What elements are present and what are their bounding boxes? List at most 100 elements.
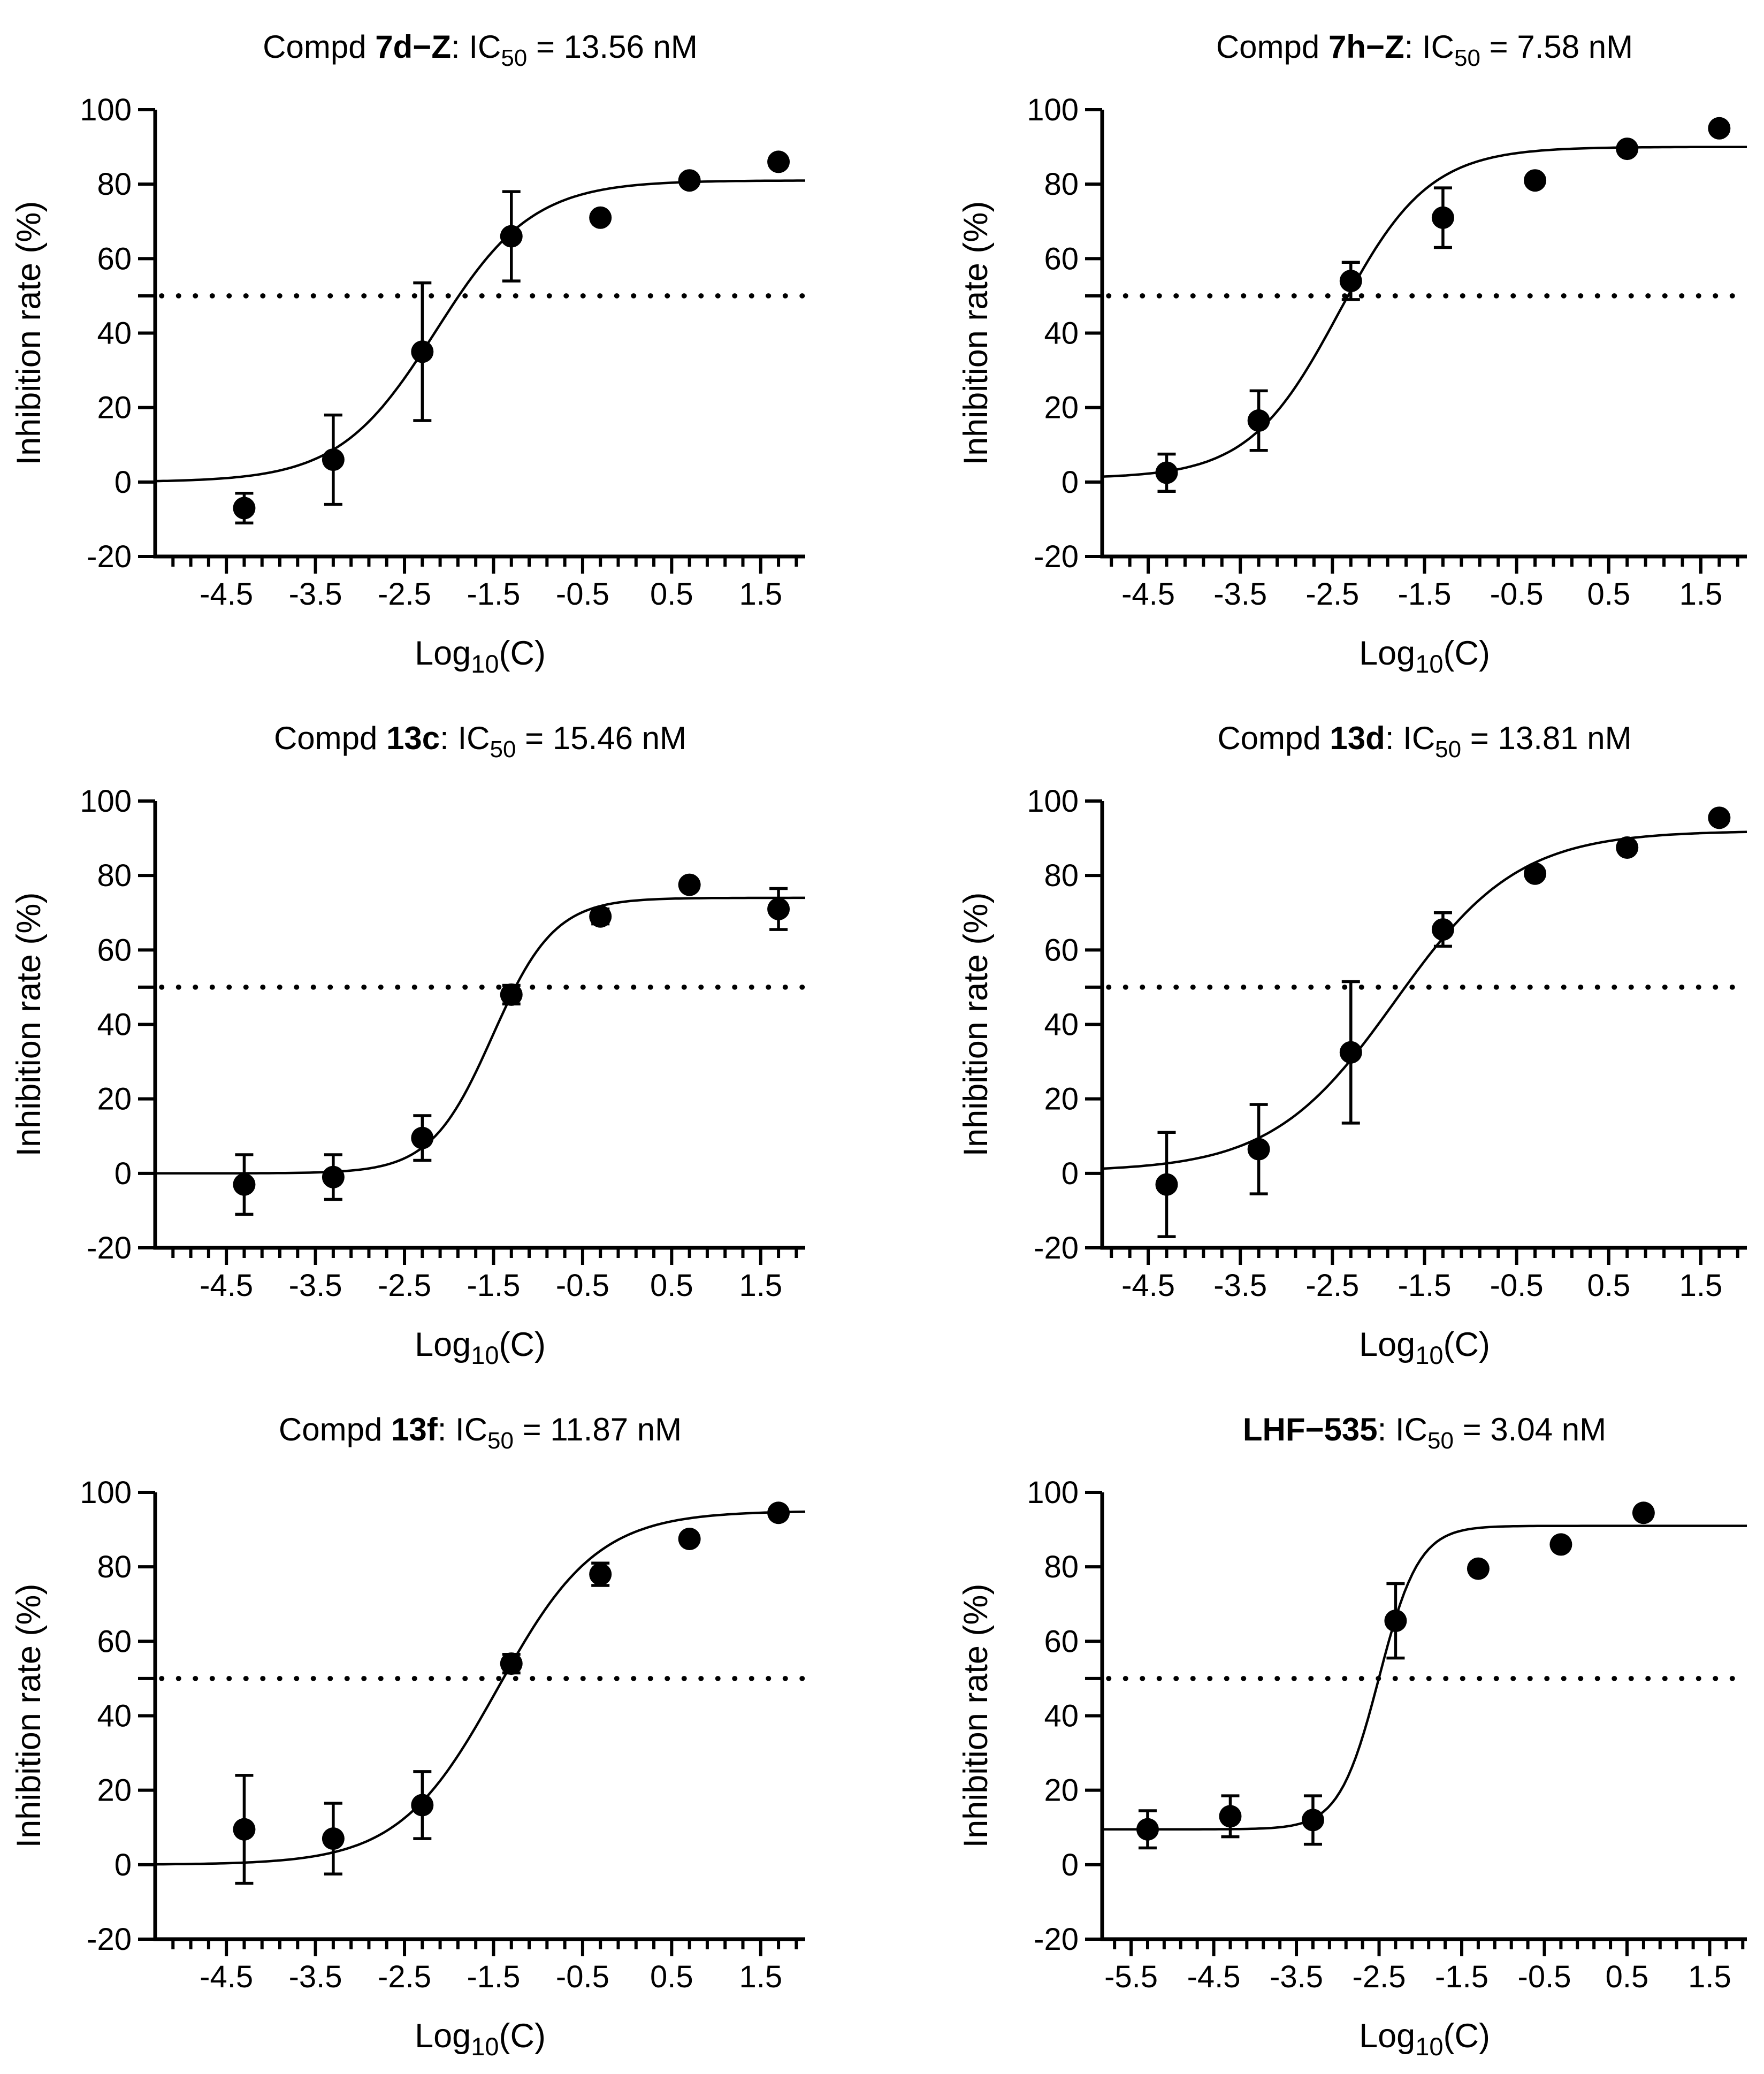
y-axis-title: Inhibition rate (%) xyxy=(10,201,48,466)
data-point xyxy=(589,1563,612,1586)
chart-title: Compd 7h−Z: IC50 = 7.58 nM xyxy=(1216,29,1633,71)
data-point xyxy=(233,497,256,520)
y-tick-label: 20 xyxy=(1044,1082,1079,1117)
y-tick-label: 40 xyxy=(1044,1699,1079,1734)
data-point xyxy=(1708,806,1731,829)
x-tick-label: 0.5 xyxy=(650,577,693,612)
x-tick-label: -1.5 xyxy=(1398,1268,1452,1303)
data-point xyxy=(678,169,701,192)
y-tick-label: 80 xyxy=(97,858,132,893)
y-tick-label: 20 xyxy=(1044,1773,1079,1808)
y-axis-title: Inhibition rate (%) xyxy=(957,893,995,1157)
x-tick-label: 1.5 xyxy=(739,1959,782,1994)
x-tick-label: -4.5 xyxy=(200,1959,253,1994)
data-point xyxy=(1136,1818,1159,1841)
data-point xyxy=(322,1827,345,1850)
data-point xyxy=(1524,862,1547,885)
y-tick-label: 0 xyxy=(1062,1848,1079,1882)
data-point xyxy=(411,1794,434,1817)
dose-response-chart: Compd 13f: IC50 = 11.87 nM -20 0 20 40 60 80 10… xyxy=(0,1383,883,2074)
x-tick-label: 1.5 xyxy=(1679,1268,1723,1303)
data-point xyxy=(678,1527,701,1550)
x-tick-label: -1.5 xyxy=(467,577,520,612)
x-tick-label: -2.5 xyxy=(1353,1959,1406,1994)
chart-title: Compd 7d−Z: IC50 = 13.56 nM xyxy=(263,29,698,71)
y-tick-label: 0 xyxy=(1062,465,1079,500)
y-tick-label: 20 xyxy=(1044,391,1079,425)
x-tick-label: -0.5 xyxy=(556,1268,609,1303)
compound-name: 13d xyxy=(1330,720,1385,756)
y-tick-label: 0 xyxy=(1062,1156,1079,1191)
data-point xyxy=(1247,409,1270,432)
x-tick-label: -4.5 xyxy=(1121,1268,1175,1303)
data-point xyxy=(589,206,612,229)
x-tick-label: -2.5 xyxy=(378,1959,431,1994)
data-point xyxy=(1384,1610,1407,1633)
y-tick-label: 20 xyxy=(97,1082,132,1117)
y-tick-label: 20 xyxy=(97,1773,132,1808)
data-point xyxy=(1708,117,1731,140)
data-point xyxy=(1616,138,1639,161)
y-tick-label: 40 xyxy=(1044,316,1079,351)
x-tick-label: -4.5 xyxy=(1121,577,1175,612)
chart-svg: Compd 7h−Z: IC50 = 7.58 nM -20 0 20 40 60 80 10… xyxy=(957,29,1750,678)
data-point xyxy=(322,1165,345,1188)
data-point xyxy=(767,150,790,173)
y-axis-title: Inhibition rate (%) xyxy=(10,1584,48,1848)
x-axis-title: Log10(C) xyxy=(415,635,546,678)
data-point xyxy=(322,448,345,471)
x-axis-title: Log10(C) xyxy=(1359,635,1490,678)
x-tick-label: -2.5 xyxy=(1305,1268,1359,1303)
x-axis-title: Log10(C) xyxy=(1359,1326,1490,1369)
data-point xyxy=(678,873,701,896)
y-tick-label: 80 xyxy=(1044,1550,1079,1584)
data-point xyxy=(589,905,612,928)
data-point xyxy=(1549,1533,1572,1556)
chart-svg: Compd 13d: IC50 = 13.81 nM -20 0 20 40 60 80 10… xyxy=(957,720,1750,1369)
y-tick-label: 80 xyxy=(1044,858,1079,893)
data-point xyxy=(233,1173,256,1196)
x-tick-label: -0.5 xyxy=(556,1959,609,1994)
x-axis-title: Log10(C) xyxy=(415,2017,546,2061)
data-point xyxy=(1431,206,1454,229)
data-point xyxy=(411,1126,434,1149)
y-tick-label: 60 xyxy=(1044,241,1079,276)
y-tick-label: 80 xyxy=(1044,167,1079,202)
y-tick-label: 100 xyxy=(80,784,132,819)
x-tick-label: -1.5 xyxy=(1398,577,1452,612)
fit-curve xyxy=(1102,146,1747,478)
y-tick-label: -20 xyxy=(87,1922,132,1957)
y-tick-label: 60 xyxy=(97,1624,132,1659)
y-tick-label: 40 xyxy=(97,1699,132,1734)
y-axis-title: Inhibition rate (%) xyxy=(957,201,995,466)
y-tick-label: 40 xyxy=(1044,1008,1079,1042)
data-point xyxy=(1155,461,1178,484)
data-point xyxy=(1467,1557,1490,1580)
x-tick-label: -2.5 xyxy=(378,577,431,612)
data-point xyxy=(1431,918,1454,941)
x-tick-label: 0.5 xyxy=(650,1268,693,1303)
y-tick-label: 100 xyxy=(1027,93,1079,127)
x-tick-label: -0.5 xyxy=(1490,1268,1544,1303)
data-point xyxy=(1339,1041,1362,1064)
y-tick-label: -20 xyxy=(1034,1922,1079,1957)
x-tick-label: -4.5 xyxy=(1187,1959,1241,1994)
compound-name: LHF−535 xyxy=(1243,1412,1378,1447)
dose-response-chart: Compd 7h−Z: IC50 = 7.58 nM -20 0 20 40 60 80 10… xyxy=(883,0,1764,691)
y-axis-title: Inhibition rate (%) xyxy=(10,893,48,1157)
x-tick-label: -3.5 xyxy=(1213,1268,1267,1303)
data-point xyxy=(1632,1501,1655,1524)
x-tick-label: -1.5 xyxy=(1435,1959,1488,1994)
y-tick-label: 100 xyxy=(1027,1475,1079,1510)
data-point xyxy=(1301,1809,1324,1832)
data-point xyxy=(500,1652,523,1675)
data-point xyxy=(233,1818,256,1841)
x-tick-label: 0.5 xyxy=(650,1959,693,1994)
x-tick-label: -2.5 xyxy=(1305,577,1359,612)
y-tick-label: -20 xyxy=(87,539,132,574)
y-tick-label: 0 xyxy=(114,465,132,500)
x-tick-label: -1.5 xyxy=(467,1268,520,1303)
data-point xyxy=(1219,1805,1242,1828)
y-tick-label: -20 xyxy=(1034,539,1079,574)
